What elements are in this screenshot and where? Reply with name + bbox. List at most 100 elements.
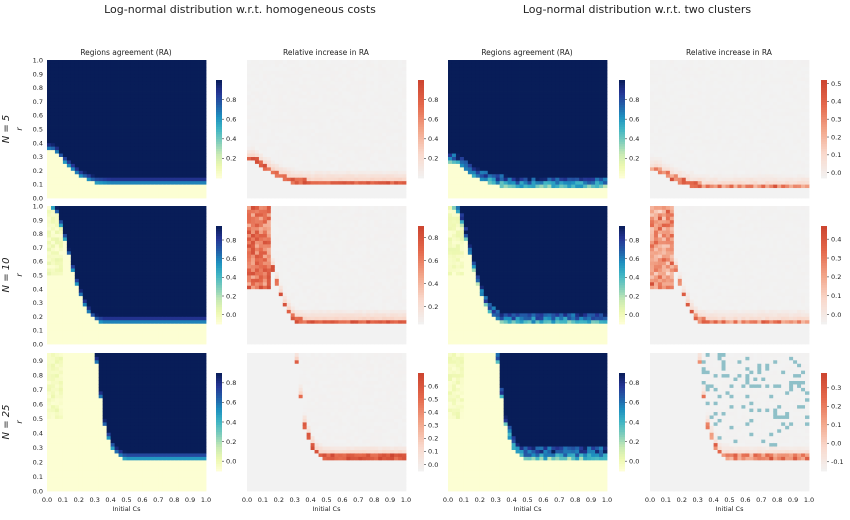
heatmap-cell [247,160,252,164]
heatmap-cell [106,163,112,168]
heatmap-cell [254,149,260,154]
heatmap-cell [378,156,383,161]
heatmap-cell [451,177,457,182]
heatmap-cell [126,177,131,182]
heatmap-cell [178,77,183,82]
heatmap-cell [495,156,501,161]
heatmap-cell [94,80,100,85]
heatmap-cell [82,163,88,168]
heatmap-cell [563,111,568,116]
heatmap-cell [134,173,139,178]
heatmap-cell [302,194,308,199]
heatmap-cell [595,70,600,75]
heatmap-cell [591,104,596,109]
heatmap-cell [475,187,481,192]
heatmap-cell [130,66,135,71]
heatmap-cell [314,63,319,68]
heatmap-cell [378,149,383,154]
colorbar-segment [216,153,222,157]
heatmap-cell [459,146,465,151]
heatmap-cell [382,149,387,154]
heatmap-cell [579,115,584,120]
heatmap-cell [362,160,367,164]
heatmap-cell [122,173,127,178]
heatmap-cell [286,160,292,164]
heatmap-cell [495,66,501,71]
heatmap-cell [559,122,564,126]
heatmap-cell [511,129,516,133]
heatmap-cell [82,122,88,126]
heatmap-cell [338,63,343,68]
heatmap-cell [306,118,312,123]
heatmap-cell [182,70,187,75]
heatmap-cell [370,163,375,168]
heatmap-cell [250,94,256,99]
heatmap-cell [394,149,399,154]
heatmap-cell [74,177,80,182]
heatmap-cell [382,73,387,78]
heatmap-cell [503,177,509,182]
heatmap-cell [306,180,312,185]
heatmap-cell [66,60,72,64]
heatmap-cell [306,60,312,64]
heatmap-cell [459,160,465,164]
heatmap-cell [278,104,284,109]
heatmap-cell [563,129,568,133]
heatmap-cell [318,132,323,137]
heatmap-cell [338,129,343,133]
heatmap-cell [599,170,604,175]
colorbar-segment [216,121,222,125]
heatmap-cell [86,163,92,168]
heatmap-cell [547,80,552,85]
heatmap-cell [194,173,199,178]
heatmap-cell [110,142,115,147]
heatmap-cell [515,191,520,195]
heatmap-cell [354,118,359,123]
heatmap-cell [346,146,351,151]
heatmap-cell [491,149,497,154]
colorbar-segment [418,109,424,113]
heatmap-cell [503,149,509,154]
heatmap-cell [74,129,80,133]
heatmap-cell [523,135,528,140]
heatmap-cell [330,191,335,195]
heatmap-cell [250,132,256,137]
heatmap-cell [555,115,560,120]
heatmap-cell [650,187,655,192]
heatmap-cell [378,184,383,189]
heatmap-cell [483,142,489,147]
heatmap-cell [126,170,131,175]
heatmap-cell [386,177,391,182]
heatmap-cell [174,70,179,75]
heatmap-cell [519,156,524,161]
heatmap-cell [511,101,516,106]
heatmap-cell [310,125,315,130]
heatmap-cell [142,180,147,185]
heatmap-cell [326,173,331,178]
heatmap-cell [448,139,453,144]
heatmap-cell [398,108,403,113]
heatmap-cell [70,166,76,171]
heatmap-cell [114,115,119,120]
heatmap-cell [571,63,576,68]
heatmap-cell [358,156,363,161]
heatmap-cell [62,94,68,99]
heatmap-cell [479,146,485,151]
heatmap-cell [270,139,276,144]
heatmap-cell [467,129,473,133]
heatmap-cell [170,187,175,192]
heatmap-cell [178,66,183,71]
heatmap-cell [451,149,457,154]
heatmap-cell [310,111,315,116]
heatmap-cell [591,63,596,68]
heatmap-cell [158,80,163,85]
heatmap-cell [166,191,171,195]
heatmap-cell [394,97,399,102]
heatmap-cell [294,142,300,147]
colorbar-segment [418,175,424,179]
heatmap-cell [326,125,331,130]
heatmap-cell [290,122,296,126]
heatmap-cell [362,180,367,185]
colorbar-segment [216,124,222,127]
colorbar-segment [216,129,222,132]
